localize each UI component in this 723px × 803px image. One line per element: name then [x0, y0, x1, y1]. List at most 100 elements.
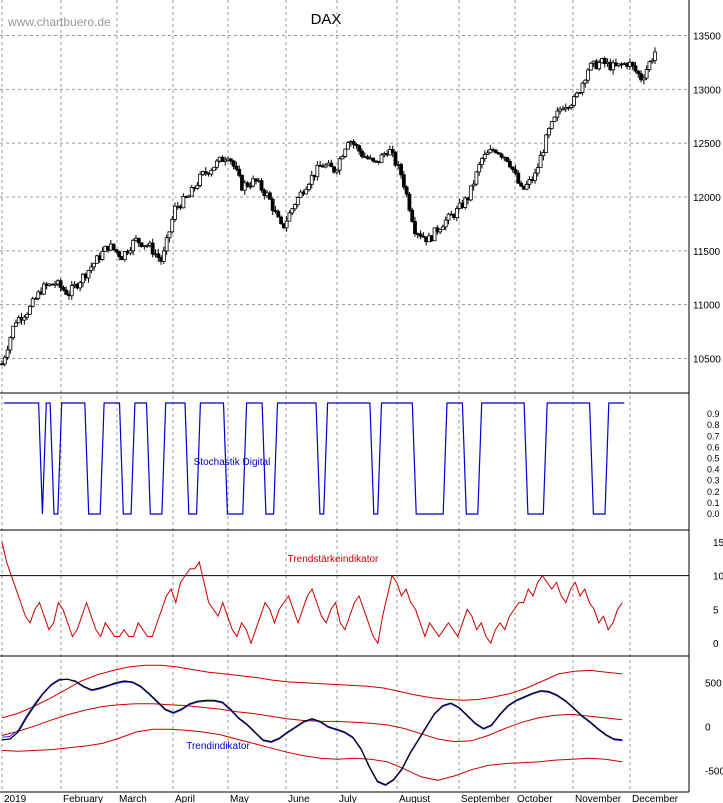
- candle-body: [114, 249, 119, 253]
- candle-body: [549, 121, 554, 129]
- candle-body: [418, 233, 423, 237]
- candle-body: [510, 166, 515, 170]
- candle-body: [231, 160, 236, 167]
- candle-body: [5, 349, 10, 358]
- y-tick-label: 0.1: [707, 498, 720, 508]
- candle-body: [173, 205, 177, 220]
- candle-body: [555, 110, 560, 118]
- candle-body: [298, 191, 303, 198]
- dax-candlestick-series: [0, 47, 657, 367]
- candle-body: [2, 356, 7, 365]
- x-tick-label: November: [575, 794, 622, 803]
- candle-body: [507, 160, 512, 168]
- x-tick-label: April: [175, 794, 195, 803]
- candle-body: [8, 337, 13, 351]
- candle-body: [209, 169, 214, 175]
- candle-body: [639, 73, 643, 81]
- candle-body: [128, 250, 133, 254]
- candle-body: [92, 262, 96, 268]
- candle-body: [290, 208, 295, 214]
- upper-band-line: [1, 664, 623, 719]
- candle-body: [22, 316, 27, 321]
- candle-body: [583, 79, 588, 84]
- candle-body: [641, 77, 646, 81]
- candle-body: [223, 159, 228, 162]
- candle-body: [11, 325, 16, 339]
- candle-body: [287, 212, 292, 222]
- candle-body: [485, 152, 490, 155]
- candle-body: [89, 266, 94, 271]
- candle-body: [527, 179, 532, 185]
- candle-body: [14, 322, 18, 327]
- stochastik-line: [3, 402, 625, 515]
- candle-body: [136, 237, 141, 244]
- watermark: www.chartbuero.de: [7, 15, 111, 29]
- candle-body: [611, 62, 616, 71]
- x-tick-label: March: [119, 794, 147, 803]
- candle-body: [538, 155, 543, 169]
- candle-body: [371, 157, 376, 162]
- stochastik-digital-series: [3, 402, 625, 515]
- candle-body: [61, 287, 66, 291]
- middle-band-line: [1, 703, 623, 743]
- y-tick-label: 0.3: [707, 476, 720, 486]
- candle-body: [410, 209, 415, 222]
- candle-body: [630, 61, 635, 67]
- candle-body: [499, 153, 504, 158]
- candle-body: [354, 143, 359, 147]
- candle-body: [220, 156, 225, 162]
- candle-body: [404, 186, 409, 195]
- candle-body: [145, 245, 150, 247]
- candle-body: [650, 60, 655, 63]
- candle-body: [647, 61, 652, 70]
- candle-body: [259, 180, 264, 191]
- candle-body: [494, 150, 498, 154]
- candle-body: [399, 164, 403, 176]
- x-tick-label: 2019: [4, 794, 27, 803]
- candle-body: [81, 273, 85, 284]
- candle-body: [365, 156, 370, 160]
- y-tick-label: 0.8: [707, 420, 720, 430]
- candle-body: [69, 285, 74, 297]
- candle-body: [86, 269, 91, 279]
- candle-body: [413, 221, 417, 235]
- candle-body: [228, 158, 233, 162]
- candle-body: [468, 185, 473, 201]
- candle-body: [516, 172, 521, 184]
- candle-body: [170, 219, 175, 233]
- candle-body: [41, 283, 46, 295]
- candle-body: [644, 69, 649, 79]
- candle-body: [100, 250, 105, 261]
- candle-body: [357, 145, 362, 152]
- candle-body: [254, 178, 258, 182]
- y-tick-label: 0.2: [707, 487, 720, 497]
- candle-body: [577, 92, 582, 94]
- candle-body: [488, 149, 493, 154]
- candle-body: [547, 128, 551, 136]
- candle-body: [33, 298, 38, 300]
- candle-body: [552, 116, 557, 122]
- candle-body: [524, 183, 529, 190]
- candle-body: [544, 134, 549, 153]
- candle-body: [195, 185, 200, 189]
- candle-body: [167, 231, 172, 239]
- panel-borders: [0, 0, 690, 793]
- stochastik-label: Stochastik Digital: [194, 457, 271, 468]
- candle-body: [586, 69, 590, 81]
- candle-body: [189, 186, 194, 197]
- y-tick-label: 11500: [693, 247, 721, 258]
- candle-body: [332, 166, 336, 173]
- y-tick-label: 0.4: [707, 465, 720, 475]
- candle-body: [401, 174, 406, 188]
- y-tick-label: -500: [705, 767, 723, 778]
- candle-body: [480, 158, 484, 165]
- candle-body: [343, 148, 348, 157]
- candle-body: [293, 204, 297, 210]
- lower-band-line: [1, 728, 623, 781]
- trendindikator-label: Trendindikator: [186, 741, 250, 752]
- y-tick-label: 0.5: [707, 454, 720, 464]
- candle-body: [203, 171, 208, 174]
- y-axis-tick-labels: 105001100011500120001250013000135000.00.…: [693, 32, 723, 778]
- y-tick-label: 15: [713, 538, 723, 549]
- y-tick-label: 0: [713, 639, 719, 650]
